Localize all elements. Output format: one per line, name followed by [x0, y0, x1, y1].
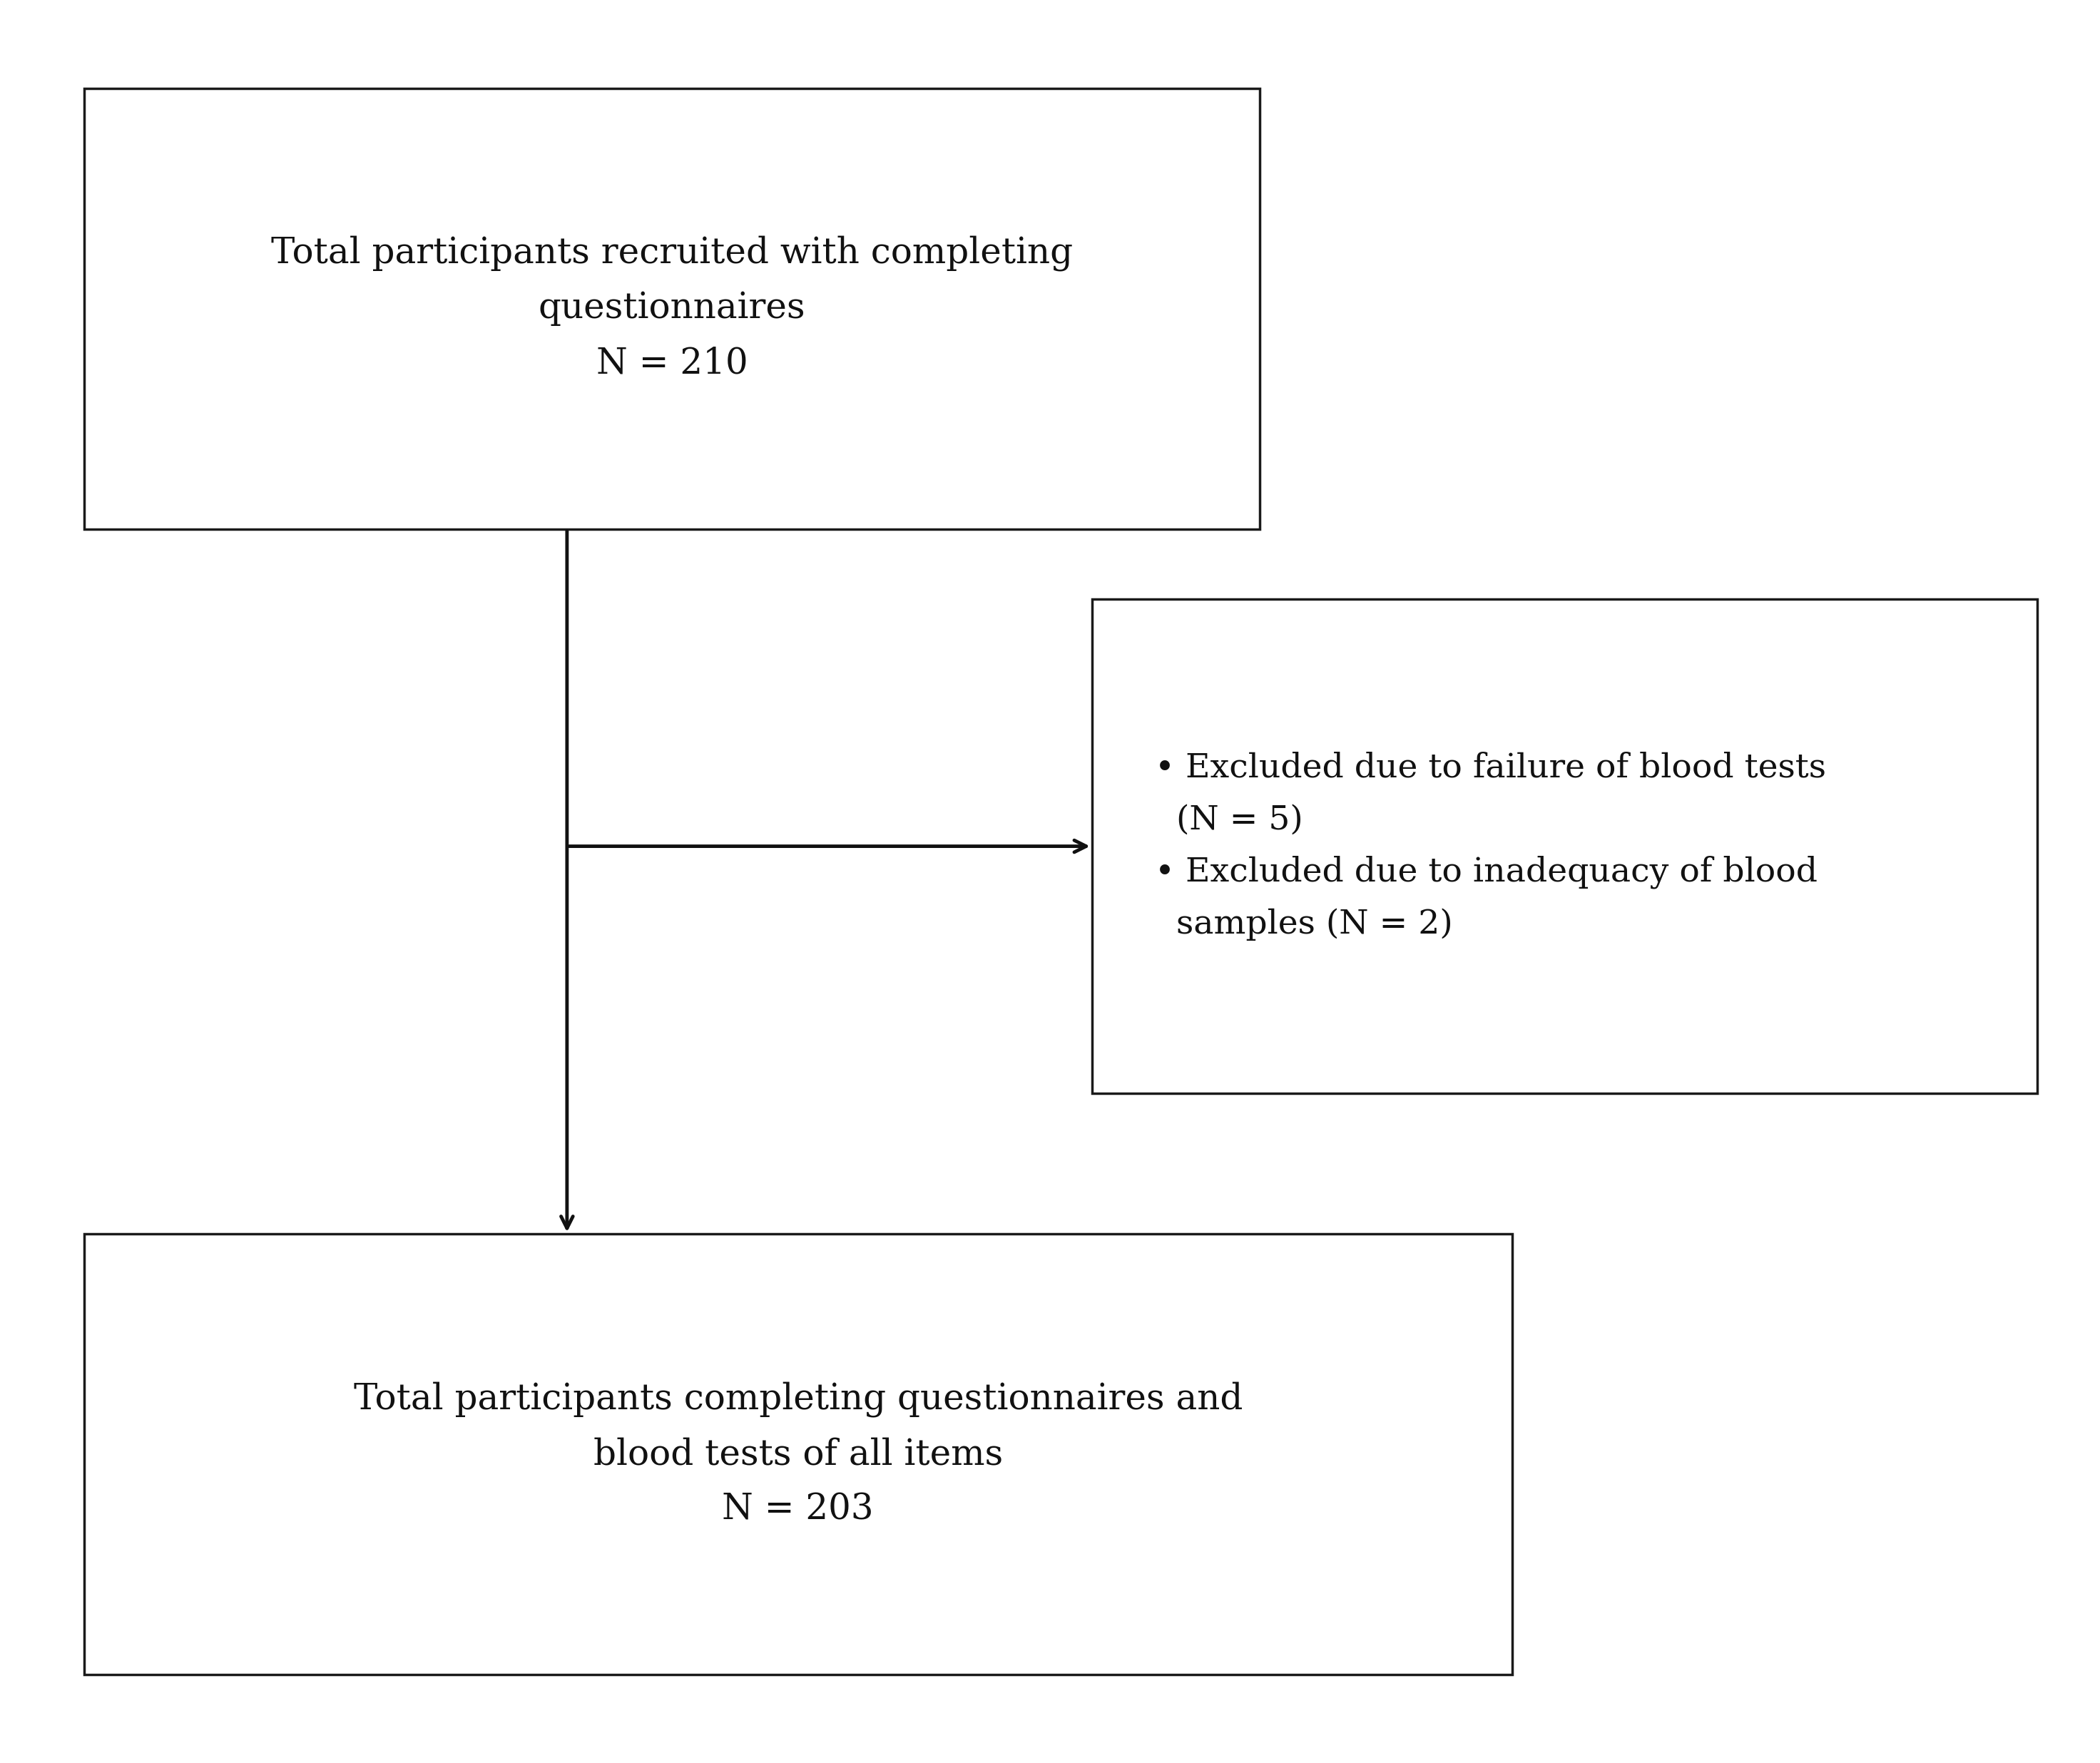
FancyBboxPatch shape — [84, 1234, 1512, 1675]
Text: N = 203: N = 203 — [722, 1491, 874, 1527]
FancyBboxPatch shape — [84, 88, 1260, 529]
Text: blood tests of all items: blood tests of all items — [592, 1437, 1004, 1472]
Text: questionnaires: questionnaires — [538, 291, 806, 326]
Text: N = 210: N = 210 — [596, 346, 748, 381]
Text: • Excluded due to failure of blood tests: • Excluded due to failure of blood tests — [1155, 751, 1827, 785]
Text: Total participants recruited with completing: Total participants recruited with comple… — [271, 236, 1073, 272]
Text: (N = 5): (N = 5) — [1155, 804, 1304, 836]
FancyBboxPatch shape — [1092, 599, 2037, 1093]
Text: samples (N = 2): samples (N = 2) — [1155, 908, 1453, 941]
Text: Total participants completing questionnaires and: Total participants completing questionna… — [353, 1382, 1243, 1417]
Text: • Excluded due to inadequacy of blood: • Excluded due to inadequacy of blood — [1155, 855, 1819, 889]
